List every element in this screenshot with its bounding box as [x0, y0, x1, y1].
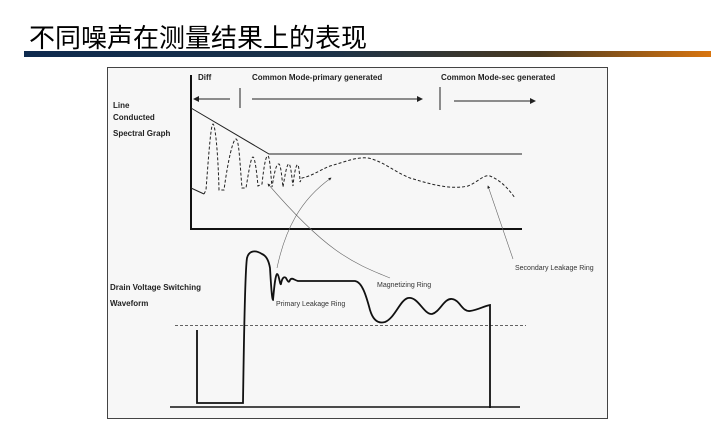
region-cm-primary-label: Common Mode-primary generated — [252, 73, 382, 82]
magnetizing-ring-label: Magnetizing Ring — [377, 282, 431, 289]
region-cm-secondary-label: Common Mode-sec generated — [441, 73, 555, 82]
page-title: 不同噪声在测量结果上的表现 — [29, 24, 368, 54]
title-divider-bar — [24, 51, 711, 57]
diagram-frame — [107, 67, 608, 419]
waveform-label-line1: Drain Voltage Switching — [110, 283, 201, 292]
spectral-label-line2: Conducted — [113, 113, 155, 122]
region-diff-label: Diff — [198, 73, 212, 82]
region-arrows — [193, 87, 536, 110]
primary-leakage-ring-label: Primary Leakage Ring — [276, 301, 345, 308]
spectrum-curve — [203, 123, 516, 199]
limit-line — [190, 107, 522, 155]
waveform-label-line2: Waveform — [110, 299, 148, 308]
diff-segment — [190, 187, 205, 195]
annotation-pointers — [267, 177, 514, 279]
drain-voltage-waveform — [196, 250, 491, 408]
spectral-label-line1: Line — [113, 101, 130, 110]
secondary-leakage-ring-label: Secondary Leakage Ring — [515, 265, 594, 272]
spectral-label-line3: Spectral Graph — [113, 129, 170, 138]
spectral-axes — [190, 75, 522, 230]
